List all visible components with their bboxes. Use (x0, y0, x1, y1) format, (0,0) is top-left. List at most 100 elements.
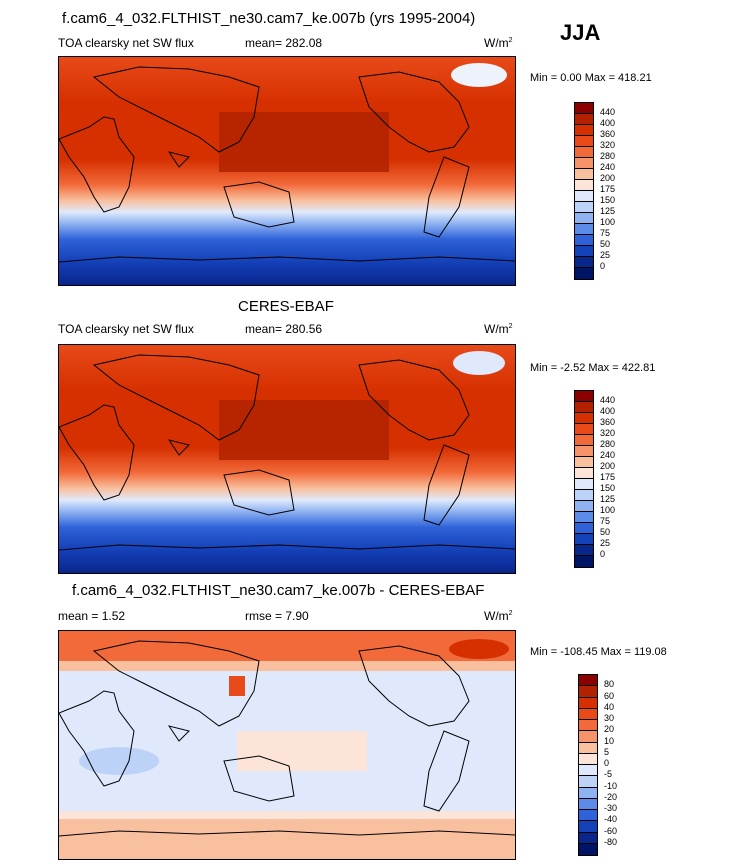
colorbar-tick-label: 0 (600, 261, 606, 271)
colorbar-tick-label: 125 (600, 206, 616, 216)
panel1-title: f.cam6_4_032.FLTHIST_ne30.cam7_ke.007b (… (62, 10, 476, 27)
panel1-mean-label: mean= 282.08 (245, 36, 323, 50)
colorbar-swatch (575, 125, 593, 136)
panel1-variable-label: TOA clearsky net SW flux (58, 36, 194, 50)
colorbar-tick-label: 75 (600, 228, 611, 238)
colorbar-tick-label: 440 (600, 107, 616, 117)
panel2-variable-label: TOA clearsky net SW flux (58, 322, 194, 336)
colorbar-tick-label: 280 (600, 151, 616, 161)
colorbar-swatch (575, 114, 593, 125)
colorbar-swatch (575, 180, 593, 191)
colorbar-swatch (579, 731, 597, 743)
colorbar-swatch (579, 810, 597, 822)
panel1-units: W/m2 (484, 36, 513, 50)
panel2-minmax: Min = -2.52 Max = 422.81 (530, 362, 656, 374)
colorbar-tick-label: 440 (600, 395, 616, 405)
colorbar-swatch (575, 512, 593, 523)
colorbar-swatch (575, 257, 593, 268)
panel2-units: W/m2 (484, 322, 513, 336)
colorbar-swatch (579, 832, 597, 844)
colorbar-swatch (579, 697, 597, 709)
colorbar-tick-label: 400 (600, 406, 616, 416)
colorbar-tick-label: 175 (600, 472, 616, 482)
colorbar-swatch (575, 435, 593, 446)
colorbar-swatch (575, 501, 593, 512)
colorbar-swatch (575, 468, 593, 479)
colorbar-swatch (575, 246, 593, 257)
colorbar-tick-label: 0 (604, 758, 610, 768)
colorbar-tick-label: 50 (600, 527, 611, 537)
colorbar-tick-label: 400 (600, 118, 616, 128)
colorbar-tick-label: -80 (604, 836, 618, 847)
colorbar-tick-label: 50 (600, 239, 611, 249)
colorbar-swatch (575, 268, 593, 279)
panel1-colorbar (574, 102, 594, 280)
colorbar-tick-label: 200 (600, 173, 616, 183)
colorbar-swatch (579, 753, 597, 765)
colorbar-tick-label: 360 (600, 129, 616, 139)
colorbar-swatch (575, 169, 593, 180)
colorbar-swatch (575, 446, 593, 457)
colorbar-swatch (575, 534, 593, 545)
colorbar-swatch (575, 490, 593, 501)
panel3-mean-label: mean = 1.52 (58, 609, 126, 623)
colorbar-tick-label: 10 (604, 735, 615, 746)
colorbar-tick-label: 100 (600, 217, 616, 227)
panel3-title: f.cam6_4_032.FLTHIST_ne30.cam7_ke.007b -… (72, 582, 485, 599)
colorbar-tick-label: -10 (604, 780, 618, 791)
panel2-title: CERES-EBAF (238, 298, 334, 315)
colorbar-swatch (579, 708, 597, 720)
colorbar-tick-label: 240 (600, 162, 616, 172)
colorbar-swatch (579, 686, 597, 698)
colorbar-swatch (579, 765, 597, 777)
colorbar-tick-label: 60 (604, 690, 615, 701)
panel3-minmax: Min = -108.45 Max = 119.08 (530, 646, 667, 658)
colorbar-tick-label: 150 (600, 195, 616, 205)
colorbar-tick-label: 20 (604, 724, 615, 735)
colorbar-swatch (575, 202, 593, 213)
colorbar-tick-label: 320 (600, 428, 616, 438)
colorbar-tick-label: 80 (604, 679, 615, 690)
panel3-colorbar (578, 674, 598, 856)
colorbar-tick-label: -60 (604, 825, 618, 836)
colorbar-swatch (575, 147, 593, 158)
colorbar-swatch (575, 556, 593, 567)
panel3-units: W/m2 (484, 609, 513, 623)
colorbar-tick-label: 200 (600, 461, 616, 471)
colorbar-tick-label: 40 (604, 701, 615, 712)
colorbar-swatch (575, 213, 593, 224)
colorbar-tick-label: -5 (604, 769, 613, 780)
colorbar-swatch (579, 720, 597, 732)
colorbar-tick-label: 100 (600, 505, 616, 515)
colorbar-tick-label: 125 (600, 494, 616, 504)
colorbar-swatch (575, 224, 593, 235)
colorbar-tick-label: 25 (600, 250, 611, 260)
colorbar-swatch (575, 457, 593, 468)
colorbar-swatch (575, 158, 593, 169)
colorbar-tick-label: -30 (604, 803, 618, 813)
colorbar-tick-label: 5 (604, 746, 610, 757)
colorbar-tick-label: 360 (600, 417, 616, 427)
panel2-mean-label: mean= 280.56 (245, 322, 323, 336)
colorbar-swatch (575, 103, 593, 114)
colorbar-tick-label: 25 (600, 538, 611, 548)
colorbar-swatch (575, 523, 593, 534)
panel3-rmse-label: rmse = 7.90 (245, 609, 309, 623)
colorbar-swatch (575, 191, 593, 202)
panel3-map-svg (59, 631, 515, 859)
colorbar-swatch (579, 675, 597, 687)
colorbar-swatch (579, 787, 597, 799)
panel2-colorbar (574, 390, 594, 568)
colorbar-swatch (575, 545, 593, 556)
panel1-map (58, 56, 516, 286)
colorbar-swatch (575, 479, 593, 490)
panel3-map (58, 630, 516, 860)
colorbar-swatch (579, 742, 597, 754)
panel1-map-svg (59, 57, 515, 285)
season-label: JJA (560, 20, 601, 45)
colorbar-swatch (575, 424, 593, 435)
panel2-map (58, 344, 516, 574)
colorbar-tick-label: 150 (600, 483, 616, 493)
colorbar-tick-label: 30 (604, 713, 615, 723)
colorbar-tick-label: 320 (600, 140, 616, 150)
